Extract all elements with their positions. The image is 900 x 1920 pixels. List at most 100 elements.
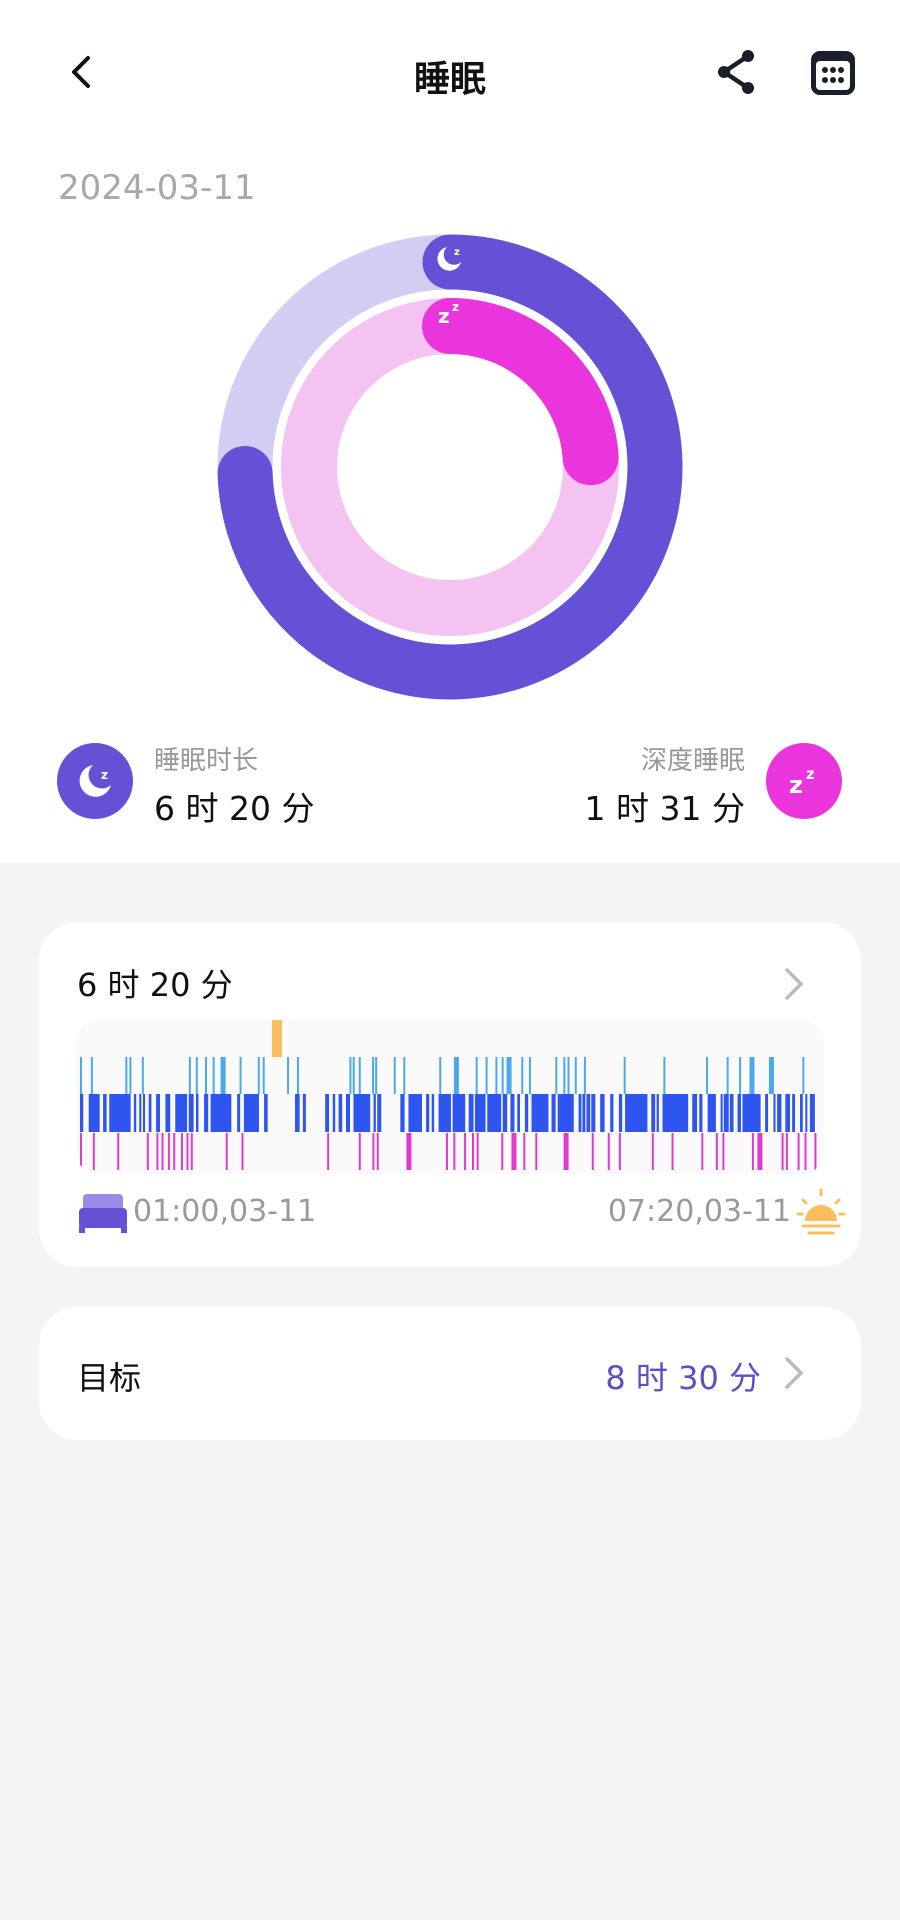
- rem-stage-bar: [403, 1057, 406, 1094]
- light-stage-bar: [618, 1094, 623, 1132]
- deep-stage-bar: [563, 1133, 569, 1170]
- deep-sleep-label: 深度睡眠: [640, 746, 745, 776]
- rem-stage-bar: [706, 1057, 709, 1094]
- rem-stage-bar: [528, 1057, 531, 1094]
- deep-stage-bar: [751, 1133, 754, 1170]
- svg-text:z: z: [101, 768, 108, 782]
- deep-stage-bar: [173, 1133, 176, 1170]
- deep-stage-bar: [225, 1133, 228, 1170]
- light-stage-bar: [264, 1094, 268, 1132]
- light-stage-bar: [582, 1094, 586, 1132]
- deep-stage-bar: [722, 1133, 725, 1170]
- rem-stage-bar: [583, 1057, 586, 1094]
- deep-sleep-value: 1 时 31 分: [584, 789, 745, 828]
- light-stage-bar: [720, 1094, 723, 1132]
- chevron-right-icon[interactable]: [779, 1353, 809, 1393]
- sleep-ring-chart: zz z: [217, 234, 683, 700]
- deep-stage-bar: [671, 1133, 674, 1170]
- light-stage-bar: [699, 1094, 703, 1132]
- deep-stage-bar: [715, 1133, 718, 1170]
- rem-stage-bar: [663, 1057, 666, 1094]
- deep-stage-bar: [372, 1133, 375, 1170]
- light-stage-bar: [742, 1094, 761, 1132]
- light-stage-bar: [80, 1094, 84, 1132]
- deep-stage-bar: [167, 1133, 170, 1170]
- light-stage-bar: [586, 1094, 591, 1132]
- light-stage-bar: [88, 1094, 100, 1132]
- back-button[interactable]: [60, 50, 104, 94]
- deep-stage-bar: [445, 1133, 448, 1170]
- page-title: 睡眠: [413, 59, 486, 100]
- svg-text:z: z: [438, 304, 450, 328]
- calendar-button[interactable]: [808, 48, 858, 98]
- rem-stage-bar: [574, 1057, 577, 1094]
- light-stage-bar: [723, 1094, 729, 1132]
- rem-stage-bar: [372, 1057, 375, 1094]
- deep-ring-progress: [422, 298, 619, 486]
- rem-stage-bar: [195, 1057, 198, 1094]
- rem-stage-bar: [768, 1057, 774, 1094]
- light-stage-bar: [600, 1094, 605, 1132]
- rem-stage-bar: [802, 1057, 805, 1094]
- share-icon: [718, 50, 754, 94]
- light-stage-bar: [557, 1094, 574, 1132]
- rem-stage-bar: [393, 1057, 396, 1094]
- light-stage-bar: [468, 1094, 474, 1132]
- chevron-right-icon[interactable]: [779, 964, 809, 1004]
- sleep-duration-label: 睡眠时长: [154, 746, 259, 776]
- sunrise-icon: [796, 1188, 846, 1235]
- rem-stage-bar: [262, 1057, 265, 1094]
- rem-stage-bar: [749, 1057, 755, 1094]
- deep-stage-bar: [651, 1133, 654, 1170]
- light-stage-bar: [651, 1094, 656, 1132]
- deep-stage-bar: [523, 1133, 526, 1170]
- deep-stage-bar: [476, 1133, 479, 1170]
- rem-stage-bar: [501, 1057, 504, 1094]
- sleep-end-time: 07:20,03-11: [607, 1194, 791, 1229]
- svg-text:z: z: [789, 771, 803, 799]
- svg-text:z: z: [806, 765, 815, 783]
- rem-stage-bar: [726, 1057, 729, 1094]
- light-stage-bar: [656, 1094, 659, 1132]
- light-stage-bar: [551, 1094, 556, 1132]
- deep-stage-bar: [406, 1133, 412, 1170]
- light-stage-bar: [707, 1094, 716, 1132]
- sleep-duration-value: 6 时 20 分: [154, 789, 315, 828]
- light-stage-bar: [103, 1094, 107, 1132]
- light-stage-bar: [625, 1094, 648, 1132]
- deep-stage-bar: [785, 1133, 788, 1170]
- light-stage-bar: [517, 1094, 521, 1132]
- light-stage-bar: [142, 1094, 146, 1132]
- sleep-ring-progress: [217, 234, 683, 700]
- deep-stage-bar: [161, 1133, 164, 1170]
- rem-stage-bar: [563, 1057, 566, 1094]
- rem-stage-bar: [475, 1057, 478, 1094]
- deep-stage-bar: [80, 1133, 82, 1170]
- rem-stage-bar: [220, 1057, 226, 1094]
- goal-card[interactable]: 目标 8 时 30 分: [39, 1307, 861, 1440]
- deep-stage-bar: [757, 1133, 763, 1170]
- sleep-stage-chart: [76, 1020, 824, 1174]
- deep-stage-bar: [327, 1133, 330, 1170]
- light-stage-bar: [346, 1094, 351, 1132]
- sleep-detail-card[interactable]: 6 时 20 分 01:00,03-11 07:20,03-11: [39, 922, 861, 1267]
- svg-text:z: z: [452, 300, 459, 314]
- deep-stage-bar: [464, 1133, 467, 1170]
- light-stage-bar: [295, 1094, 300, 1132]
- light-stage-bar: [452, 1094, 466, 1132]
- light-stage-bar: [805, 1094, 808, 1132]
- rem-stage-bar: [90, 1057, 93, 1094]
- rem-stage-bar: [352, 1057, 355, 1094]
- light-stage-bar: [531, 1094, 549, 1132]
- bed-icon: [79, 1194, 127, 1233]
- sleep-start-time: 01:00,03-11: [133, 1194, 317, 1229]
- deep-stage-bar: [156, 1133, 159, 1170]
- rem-stage-bar: [212, 1057, 215, 1094]
- deep-stage-bar: [117, 1133, 120, 1170]
- chevron-left-icon: [72, 56, 90, 88]
- share-button[interactable]: [712, 48, 760, 96]
- rem-stage-bar: [623, 1057, 626, 1094]
- light-stage-bar: [591, 1094, 596, 1132]
- light-stage-bar: [777, 1094, 782, 1132]
